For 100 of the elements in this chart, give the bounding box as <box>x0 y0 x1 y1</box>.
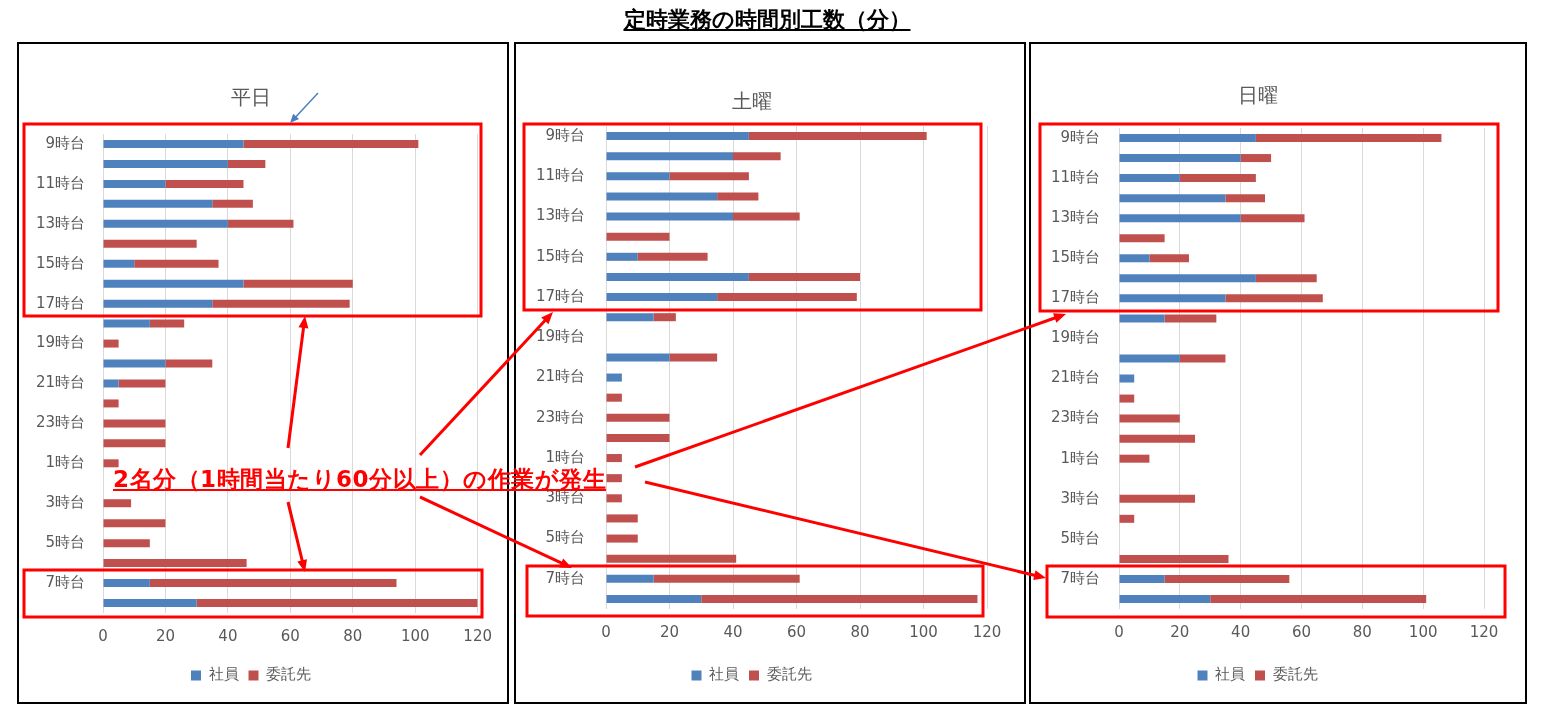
bar <box>606 132 749 141</box>
y-tick-label: 11時台 <box>1050 167 1100 186</box>
y-tick-label: 5時台 <box>45 533 85 552</box>
bar <box>1164 574 1290 583</box>
bar <box>103 139 244 148</box>
bar <box>227 159 266 168</box>
bar <box>606 152 733 161</box>
y-tick-label: 7時台 <box>545 568 585 587</box>
bar <box>606 514 638 523</box>
legend-label: 委託先 <box>766 665 812 684</box>
legend-label: 社員 <box>709 665 739 684</box>
bar <box>103 159 228 168</box>
bar <box>1119 454 1150 463</box>
x-tick-label: 40 <box>1231 622 1251 641</box>
y-tick-label: 19時台 <box>535 327 585 346</box>
x-tick-label: 40 <box>218 626 238 645</box>
bar <box>1119 254 1150 263</box>
x-tick-label: 80 <box>1352 622 1372 641</box>
bar <box>606 212 733 221</box>
bar <box>637 252 708 261</box>
bar <box>1179 174 1256 183</box>
bar <box>103 339 119 348</box>
bar <box>103 519 166 528</box>
x-tick-label: 0 <box>1114 622 1124 641</box>
bar <box>1119 214 1241 223</box>
bar <box>1119 554 1229 563</box>
bar <box>1179 354 1226 363</box>
bar <box>103 299 213 308</box>
x-tick-label: 120 <box>1469 622 1499 641</box>
bar <box>1119 394 1135 403</box>
bar <box>149 579 397 588</box>
bar <box>606 373 622 382</box>
bar <box>1255 134 1442 143</box>
bar <box>227 219 294 228</box>
bar <box>1119 434 1196 443</box>
y-tick-label: 13時台 <box>35 213 85 232</box>
bar <box>165 359 213 368</box>
bar <box>1240 154 1272 163</box>
x-tick-label: 100 <box>909 622 938 641</box>
bar <box>1119 234 1165 243</box>
chart-title: 平日 <box>231 85 271 110</box>
bar <box>606 172 670 181</box>
bar <box>606 554 737 563</box>
y-tick-label: 11時台 <box>535 166 585 185</box>
y-tick-label: 17時台 <box>1050 288 1100 307</box>
bar <box>606 192 718 201</box>
bar <box>103 399 119 408</box>
y-tick-label: 5時台 <box>545 528 585 547</box>
bar <box>103 559 247 568</box>
bar <box>165 179 244 188</box>
bar <box>606 413 670 422</box>
text: 定時業務の時間別工数（分） <box>623 7 911 32</box>
legend-label: 社員 <box>1215 665 1245 684</box>
x-tick-label: 60 <box>280 626 300 645</box>
bar <box>103 499 132 508</box>
legend-label: 社員 <box>208 665 239 684</box>
bar <box>701 594 978 603</box>
x-tick-label: 120 <box>972 622 1002 641</box>
bar <box>606 353 670 362</box>
y-tick-label: 1時台 <box>1060 448 1100 467</box>
x-tick-label: 100 <box>400 626 430 645</box>
bar <box>1210 594 1427 603</box>
x-tick-label: 40 <box>723 622 743 641</box>
bar <box>103 419 166 428</box>
chart-title: 土曜 <box>731 89 772 114</box>
x-tick-label: 60 <box>786 622 807 641</box>
bar <box>1119 414 1180 423</box>
x-tick-label: 60 <box>1291 622 1312 641</box>
bar <box>243 139 419 148</box>
bar <box>103 239 197 248</box>
bar <box>149 319 185 328</box>
y-tick-label: 9時台 <box>1060 127 1100 146</box>
bar <box>1164 314 1217 323</box>
bar <box>103 459 119 468</box>
bar <box>103 439 166 448</box>
y-tick-label: 23時台 <box>535 407 585 426</box>
bar <box>1119 354 1180 363</box>
bar <box>1240 214 1305 223</box>
bar <box>606 393 622 402</box>
bar <box>103 579 150 588</box>
bar <box>606 474 622 483</box>
bar <box>606 313 654 322</box>
bar <box>103 319 150 328</box>
bar <box>1119 294 1226 303</box>
x-tick-label: 20 <box>659 622 680 641</box>
bar <box>1119 574 1165 583</box>
bar <box>103 259 135 268</box>
bar <box>606 574 654 583</box>
x-tick-label: 80 <box>343 626 363 645</box>
y-tick-label: 19時台 <box>1050 328 1100 347</box>
bar <box>1255 274 1317 283</box>
y-tick-label: 19時台 <box>35 333 85 352</box>
bar <box>103 199 213 208</box>
bar <box>653 574 800 583</box>
y-tick-label: 3時台 <box>45 493 85 512</box>
bar <box>1225 194 1265 203</box>
bar <box>212 299 350 308</box>
bar <box>1119 194 1226 203</box>
bar <box>103 279 244 288</box>
bar <box>1119 154 1241 163</box>
